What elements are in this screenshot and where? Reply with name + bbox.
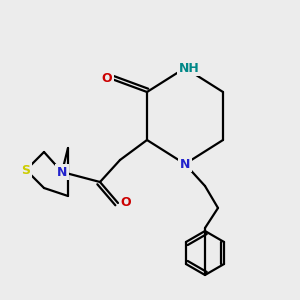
Text: N: N [57, 166, 67, 178]
Text: O: O [102, 71, 112, 85]
Text: O: O [121, 196, 131, 209]
Text: N: N [180, 158, 190, 170]
Text: NH: NH [178, 61, 200, 74]
Text: S: S [22, 164, 31, 176]
